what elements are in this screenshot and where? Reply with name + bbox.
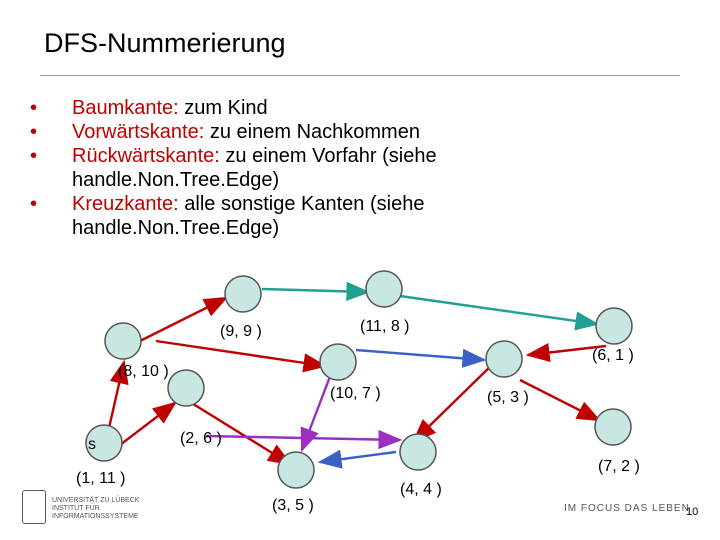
university-line: UNIVERSITÄT ZU LÜBECK (52, 497, 140, 504)
graph-node (595, 307, 633, 345)
bullet-forward-edge: • Vorwärtskante: zu einem Nachkommen (28, 120, 548, 144)
title-divider (40, 75, 680, 76)
term-label: Baumkante: (72, 97, 179, 119)
term-continuation: handle.Non.Tree.Edge) (72, 169, 280, 191)
graph-node (319, 343, 357, 381)
graph-node (224, 275, 262, 313)
footer-slogan: IM FOCUS DAS LEBEN (564, 503, 690, 514)
slide-title: DFS-Nummerierung (44, 28, 286, 58)
node-label: (5, 3 ) (487, 389, 529, 406)
bullet-dot: • (30, 97, 38, 119)
node-label: s (88, 436, 96, 453)
term-description: zu einem Nachkommen (204, 121, 420, 143)
node-label: (3, 5 ) (272, 497, 314, 514)
bullet-back-edge: • Rückwärtskante: zu einem Vorfahr (siehe… (28, 144, 548, 192)
term-description: zu einem Vorfahr (siehe (219, 145, 437, 167)
graph-node (365, 270, 403, 308)
node-label: (2, 6 ) (180, 430, 222, 447)
graph-node (85, 424, 123, 462)
tree-edge (155, 339, 328, 373)
cross-edge (205, 429, 403, 450)
graph-node (399, 433, 437, 471)
back-edge (399, 294, 600, 331)
node-label: (10, 7 ) (330, 385, 381, 402)
tree-edge (131, 296, 229, 347)
node-label: (11, 8 ) (360, 318, 410, 335)
tree-edge (119, 401, 177, 446)
university-name: UNIVERSITÄT ZU LÜBECK INSTITUT FÜR INFOR… (52, 497, 182, 521)
graph-node (104, 322, 142, 360)
term-description: alle sonstige Kanten (siehe (178, 193, 425, 215)
node-label: (7, 2 ) (598, 458, 640, 475)
tree-edge (317, 449, 397, 469)
node-label: (8, 10 ) (118, 363, 169, 380)
node-label: (4, 4 ) (400, 481, 442, 498)
graph-node (277, 451, 315, 489)
bullet-cross-edge: • Kreuzkante: alle sonstige Kanten (siehe… (28, 192, 548, 240)
term-description: zum Kind (178, 97, 268, 119)
term-label: Kreuzkante: (72, 193, 179, 215)
back-edge (261, 281, 371, 301)
term-continuation: handle.Non.Tree.Edge) (72, 217, 280, 239)
term-label: Rückwärtskante: (72, 145, 220, 167)
tree-edge (519, 378, 602, 422)
cross-edge (300, 365, 336, 453)
bullet-dot: • (30, 193, 38, 215)
university-seal-icon (22, 490, 46, 524)
node-label: (6, 1 ) (592, 347, 634, 364)
term-label: Vorwärtskante: (72, 121, 205, 143)
graph-node (167, 369, 205, 407)
node-label: (9, 9 ) (220, 323, 262, 340)
tree-edge (412, 359, 498, 443)
tree-edge (525, 342, 607, 363)
bullet-dot: • (30, 145, 38, 167)
node-label: (1, 11 ) (76, 470, 126, 487)
bullet-tree-edge: • Baumkante: zum Kind (28, 96, 548, 120)
graph-node (485, 340, 523, 378)
institute-line: INSTITUT FÜR INFORMATIONSSYSTEME (52, 505, 139, 520)
bullet-dot: • (30, 121, 38, 143)
tree-edge (355, 348, 487, 368)
tree-edge (189, 400, 293, 466)
graph-node (594, 408, 632, 446)
page-number: 10 (686, 506, 699, 518)
bullet-list: • Baumkante: zum Kind • Vorwärtskante: zu … (28, 96, 548, 240)
